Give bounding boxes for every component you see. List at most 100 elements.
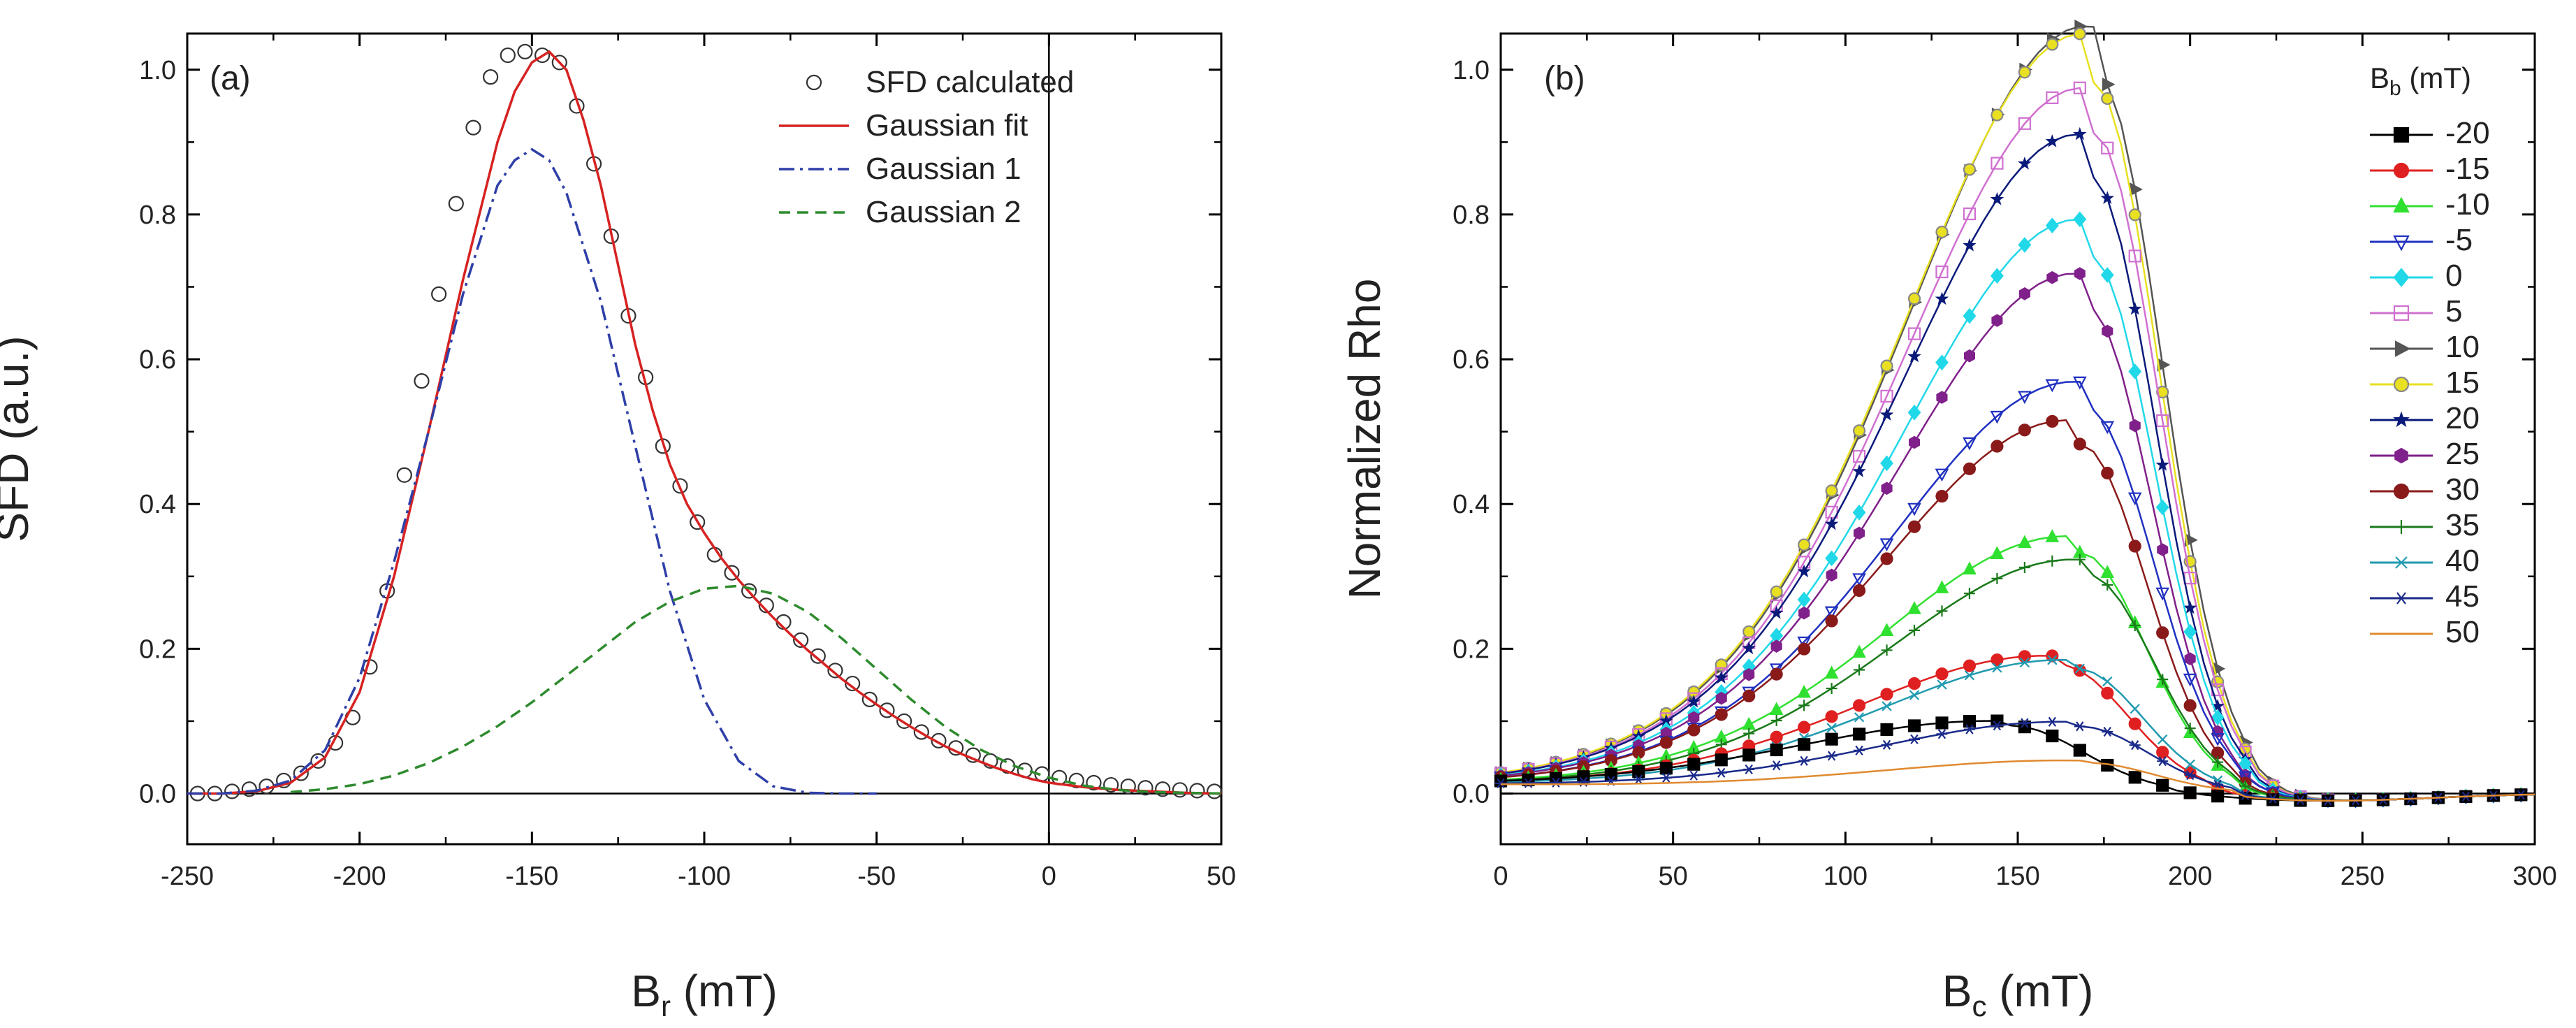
data-point xyxy=(2155,499,2169,516)
data-point xyxy=(1963,238,1977,252)
data-point xyxy=(1881,482,1893,495)
data-point xyxy=(2183,600,2197,614)
legend-item-gaussian-1: Gaussian 1 xyxy=(779,152,1021,186)
series-line xyxy=(1500,419,2535,802)
x-tick-label: 0 xyxy=(1042,862,1056,891)
series-line xyxy=(1500,558,2535,802)
legend-item--5: -5 xyxy=(2370,223,2473,257)
data-point xyxy=(1825,614,1838,628)
data-point xyxy=(2157,543,2169,556)
data-point xyxy=(1770,667,1783,681)
data-point xyxy=(1522,778,1534,788)
data-point xyxy=(2127,301,2142,315)
data-point xyxy=(1825,484,1838,498)
data-point xyxy=(1742,625,1756,639)
data-point xyxy=(1881,644,1893,656)
data-point xyxy=(1990,268,2004,284)
data-point xyxy=(1742,748,1756,762)
data-point xyxy=(2045,379,2060,393)
data-point xyxy=(2128,540,2141,553)
data-point xyxy=(1155,781,1171,797)
x-tick-label: 50 xyxy=(1207,862,1236,891)
data-point xyxy=(1715,708,1728,721)
panel-label-a: (a) xyxy=(210,60,251,97)
data-point xyxy=(2393,126,2410,143)
data-point xyxy=(1991,653,2004,667)
data-point xyxy=(1936,391,1948,404)
data-point xyxy=(2156,385,2169,399)
data-point xyxy=(1907,677,1921,690)
data-point xyxy=(1909,624,1920,636)
data-point xyxy=(2018,237,2032,253)
data-point xyxy=(1770,760,1782,771)
series-gaussian-fit xyxy=(187,50,1222,795)
series-line xyxy=(1500,133,2535,802)
legend-item-0: 0 xyxy=(2370,259,2462,293)
data-point xyxy=(2101,92,2114,106)
data-point xyxy=(2072,376,2087,390)
data-point xyxy=(551,55,567,71)
data-point xyxy=(1824,516,1839,530)
legend-label: 35 xyxy=(2445,508,2480,542)
series-group-a xyxy=(187,43,1223,802)
data-point xyxy=(1852,573,1866,586)
data-point xyxy=(1880,723,1893,737)
data-point xyxy=(1137,780,1154,796)
legend-item-10: 10 xyxy=(2370,330,2480,364)
data-point xyxy=(2157,674,2169,686)
y-tick-label: 0.6 xyxy=(1453,345,1490,375)
legend-title-unit: (mT) xyxy=(2401,61,2471,94)
data-point xyxy=(810,648,826,664)
legend-label: 40 xyxy=(2445,544,2480,578)
data-point xyxy=(1798,700,1810,711)
y-tick-label: 0.0 xyxy=(1453,780,1490,809)
data-point xyxy=(1909,734,1920,744)
series-sfd-calculated xyxy=(189,43,1223,802)
data-point xyxy=(2128,771,2141,784)
series-20 xyxy=(1494,126,2535,806)
data-point xyxy=(1907,292,1921,305)
data-point xyxy=(1852,699,1866,712)
x-tick-label: -150 xyxy=(505,862,558,891)
data-point xyxy=(1687,758,1701,771)
x-tick-label: 150 xyxy=(1995,862,2039,891)
data-point xyxy=(1715,691,1727,705)
data-point xyxy=(2211,790,2225,803)
data-point xyxy=(396,467,412,483)
x-tick-label: -200 xyxy=(333,862,386,891)
y-tick-label: 0.8 xyxy=(1453,201,1490,230)
data-point xyxy=(1798,755,1810,766)
data-point xyxy=(758,598,774,614)
data-point xyxy=(2183,786,2197,799)
data-point xyxy=(2018,66,2031,79)
data-point xyxy=(2394,340,2411,357)
data-point xyxy=(1852,584,1866,598)
data-point xyxy=(1770,714,1782,726)
data-point xyxy=(483,69,499,85)
data-point xyxy=(1798,738,1811,751)
data-point xyxy=(1991,572,2003,584)
data-point xyxy=(1963,207,1977,221)
data-point xyxy=(414,373,430,389)
data-point xyxy=(1770,639,1782,653)
data-point xyxy=(2046,716,2058,727)
legend-label: -20 xyxy=(2445,116,2490,150)
legend-label: 30 xyxy=(2445,472,2480,507)
data-point xyxy=(2156,414,2169,428)
data-point xyxy=(276,772,292,788)
data-point xyxy=(827,663,843,679)
data-point xyxy=(1172,782,1188,798)
data-point xyxy=(1907,719,1921,732)
data-point xyxy=(1991,157,2004,170)
data-point xyxy=(1660,772,1672,783)
data-point xyxy=(1715,753,1728,767)
data-point xyxy=(1798,538,1811,551)
data-point xyxy=(2393,196,2410,213)
data-point xyxy=(2073,27,2086,41)
legend-title-sub: b xyxy=(2389,77,2401,100)
data-point xyxy=(1907,327,1921,340)
data-point xyxy=(1909,690,1920,700)
legend-title: Bb (mT) xyxy=(2370,61,2471,100)
